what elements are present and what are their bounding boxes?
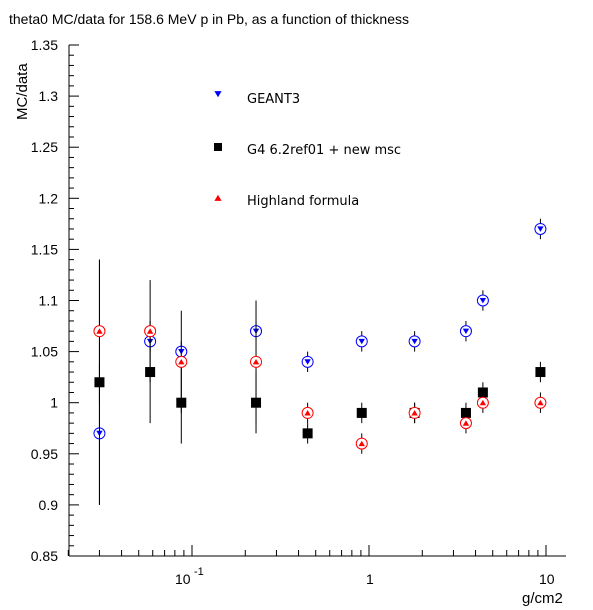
data-point-geant3 <box>408 331 421 352</box>
y-tick-label: 1.2 <box>39 190 59 206</box>
legend-marker-geant3 <box>214 91 222 98</box>
y-tick-label: 1.05 <box>31 344 58 360</box>
y-tick-label: 1.25 <box>31 139 58 155</box>
data-points <box>93 218 547 505</box>
y-tick-label: 0.95 <box>31 446 58 462</box>
legend-label-geant3: GEANT3 <box>247 92 300 107</box>
data-point-highland <box>250 300 263 424</box>
data-point-geant3 <box>301 351 314 373</box>
data-point-highland <box>355 433 368 454</box>
y-tick-label: 1 <box>50 395 58 411</box>
legend-marker-highland <box>214 194 222 201</box>
plot-frame <box>68 45 566 557</box>
x-tick-label-exponent: -1 <box>194 566 204 578</box>
chart-title: theta0 MC/data for 158.6 MeV p in Pb, as… <box>9 11 409 27</box>
y-tick-label: 1.1 <box>39 293 59 309</box>
data-point-highland <box>144 280 157 383</box>
legend-marker-g4 <box>214 143 222 151</box>
x-tick-label-base-0: 10 <box>175 571 191 587</box>
legend-label-g4: G4 6.2ref01 + new msc <box>247 143 401 158</box>
x-axis-ticks <box>67 545 547 556</box>
x-axis-label: g/cm2 <box>522 590 563 607</box>
legend: GEANT3 G4 6.2ref01 + new msc Highland fo… <box>214 91 401 209</box>
data-point-highland <box>175 310 188 413</box>
y-axis-label: MC/data <box>14 63 31 120</box>
data-point-geant3 <box>476 290 489 311</box>
data-point-geant3 <box>534 218 547 240</box>
data-point-geant3 <box>355 331 368 352</box>
data-point-highland <box>93 259 106 403</box>
y-axis-ticks <box>69 44 79 557</box>
data-point-highland <box>408 402 421 424</box>
data-point-highland <box>459 412 472 434</box>
data-point-highland <box>534 392 547 413</box>
y-tick-label: 0.85 <box>31 548 58 564</box>
x-tick-label-1: 1 <box>366 571 374 587</box>
data-point-g4 <box>535 361 546 383</box>
x-tick-label-10: 10 <box>539 571 555 587</box>
data-point-g4 <box>356 402 367 424</box>
data-point-geant3 <box>459 320 472 342</box>
y-tick-label: 1.35 <box>31 37 58 53</box>
y-tick-label: 1.15 <box>31 241 58 257</box>
data-point-highland <box>476 392 489 413</box>
y-tick-label: 1.3 <box>39 88 59 104</box>
data-point-g4 <box>302 423 313 444</box>
data-point-highland <box>301 402 314 424</box>
y-tick-labels: 0.85 0.9 0.95 1 1.05 1.1 1.15 1.2 1.25 1… <box>31 37 58 564</box>
y-tick-label: 0.9 <box>39 497 59 513</box>
legend-label-highland: Highland formula <box>247 194 359 209</box>
